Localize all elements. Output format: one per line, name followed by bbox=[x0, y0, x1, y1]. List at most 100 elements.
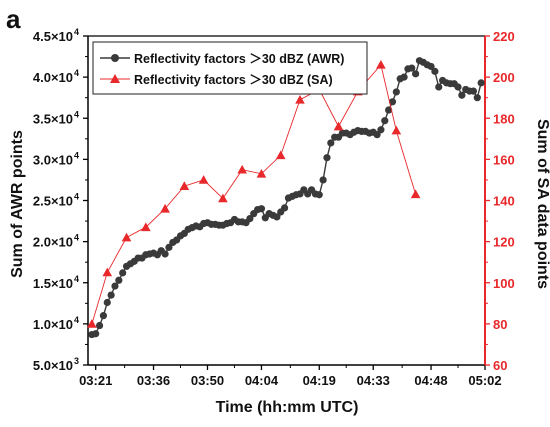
data-point bbox=[454, 83, 462, 91]
data-point bbox=[408, 64, 416, 72]
y-right-tick-label: 100 bbox=[493, 276, 515, 291]
y-right-tick-label: 80 bbox=[493, 317, 507, 332]
y-left-tick-exponent: 4 bbox=[74, 27, 79, 37]
legend-entry: Reflectivity factors ＞30 dBZ (AWR) bbox=[100, 52, 344, 66]
y-right-tick-label: 160 bbox=[493, 152, 515, 167]
data-point bbox=[273, 213, 281, 221]
legend-entry: Reflectivity factors ＞30 dBZ (SA) bbox=[100, 73, 333, 87]
data-point bbox=[315, 191, 323, 199]
data-point bbox=[319, 176, 327, 184]
y-left-tick-label: 3.0×10 bbox=[33, 152, 73, 167]
y-left-tick-exponent: 4 bbox=[74, 274, 79, 284]
legend-marker bbox=[110, 74, 120, 83]
data-point bbox=[95, 321, 104, 330]
data-point bbox=[218, 193, 228, 203]
data-point bbox=[323, 154, 331, 162]
data-point bbox=[179, 181, 190, 190]
y-left-tick-exponent: 4 bbox=[74, 150, 79, 160]
series-sa bbox=[87, 59, 421, 328]
y-right-tick-label: 200 bbox=[493, 70, 515, 85]
x-tick-label: 05:02 bbox=[468, 373, 501, 388]
legend-label: Reflectivity factors ＞30 dBZ (AWR) bbox=[134, 52, 344, 66]
data-point bbox=[115, 276, 123, 284]
y-right-tick-label: 140 bbox=[493, 194, 515, 209]
data-point bbox=[141, 222, 151, 232]
y-right-tick-label: 220 bbox=[493, 29, 515, 44]
y-left-tick-label: 1.5×10 bbox=[33, 276, 73, 291]
data-point bbox=[198, 175, 209, 184]
data-point bbox=[473, 94, 481, 102]
legend-box bbox=[92, 41, 368, 95]
y-right-tick-label: 180 bbox=[493, 111, 515, 126]
data-point bbox=[103, 298, 111, 307]
y-axis-label-left: Sum of AWR points bbox=[9, 130, 26, 278]
data-point bbox=[99, 312, 108, 320]
legend: Reflectivity factors ＞30 dBZ (AWR) Reflec… bbox=[92, 41, 368, 95]
y-left-tick-exponent: 4 bbox=[74, 192, 79, 202]
data-point bbox=[92, 330, 100, 338]
data-point bbox=[275, 150, 286, 160]
y-right-tick-label: 120 bbox=[493, 235, 515, 250]
data-point bbox=[469, 87, 478, 95]
y-left-tick-label: 2.5×10 bbox=[33, 194, 73, 209]
data-point bbox=[121, 232, 132, 242]
data-point bbox=[412, 70, 420, 78]
data-point bbox=[107, 291, 115, 299]
data-point bbox=[237, 164, 247, 174]
data-point bbox=[333, 121, 344, 131]
legend-marker bbox=[111, 54, 119, 62]
x-axis-label: Time (hh:mm UTC) bbox=[216, 399, 359, 416]
data-point bbox=[400, 73, 408, 81]
x-tick-label: 03:50 bbox=[191, 373, 224, 388]
y-axis-label-right: Sum of SA data points bbox=[534, 119, 550, 289]
data-point bbox=[392, 88, 400, 96]
data-point bbox=[376, 59, 386, 69]
x-tick-label: 03:36 bbox=[137, 373, 170, 388]
data-point bbox=[256, 168, 267, 178]
data-point bbox=[160, 203, 170, 213]
data-point bbox=[427, 62, 435, 71]
x-tick-label: 03:21 bbox=[79, 373, 112, 388]
data-point bbox=[388, 98, 397, 106]
data-point bbox=[391, 125, 402, 135]
data-point bbox=[410, 189, 421, 199]
x-tick-label: 04:19 bbox=[303, 373, 336, 388]
x-tick-label: 04:04 bbox=[245, 373, 279, 388]
series-layer bbox=[87, 57, 485, 339]
data-point bbox=[327, 139, 335, 147]
y-left-tick-label: 1.0×10 bbox=[33, 317, 73, 332]
y-left-tick-label: 4.0×10 bbox=[33, 70, 73, 85]
data-point bbox=[87, 319, 97, 328]
legend-label: Reflectivity factors ＞30 dBZ (SA) bbox=[134, 73, 333, 87]
y-left-tick-label: 4.5×10 bbox=[33, 29, 73, 44]
y-left-tick-label: 3.5×10 bbox=[33, 111, 73, 126]
y-left-tick-label: 2.0×10 bbox=[33, 235, 73, 250]
y-left-tick-exponent: 4 bbox=[74, 68, 79, 78]
y-left-tick-exponent: 4 bbox=[74, 109, 79, 119]
data-point bbox=[102, 267, 113, 277]
y-left-tick-label: 5.0×10 bbox=[33, 358, 73, 373]
axes-layer: 03:21 03:36 03:50 04:04 04:19 04:33 04:48 05:02… bbox=[33, 27, 515, 388]
data-point bbox=[161, 250, 169, 258]
data-point bbox=[458, 91, 466, 99]
data-point bbox=[431, 67, 439, 75]
data-point bbox=[377, 126, 385, 134]
series-line bbox=[91, 63, 417, 325]
data-point bbox=[119, 269, 127, 277]
data-point bbox=[385, 106, 393, 114]
data-point bbox=[280, 204, 289, 212]
series-awr bbox=[88, 57, 485, 339]
data-point bbox=[246, 214, 254, 223]
data-point bbox=[111, 282, 119, 290]
y-left-tick-exponent: 4 bbox=[74, 315, 79, 325]
y-left-tick-exponent: 4 bbox=[74, 233, 79, 243]
data-point bbox=[295, 94, 305, 104]
x-tick-label: 04:33 bbox=[357, 373, 390, 388]
data-point bbox=[477, 79, 485, 87]
x-tick-label: 04:48 bbox=[414, 373, 447, 388]
data-point bbox=[381, 117, 389, 125]
data-point bbox=[435, 83, 443, 91]
y-right-tick-label: 60 bbox=[493, 358, 507, 373]
